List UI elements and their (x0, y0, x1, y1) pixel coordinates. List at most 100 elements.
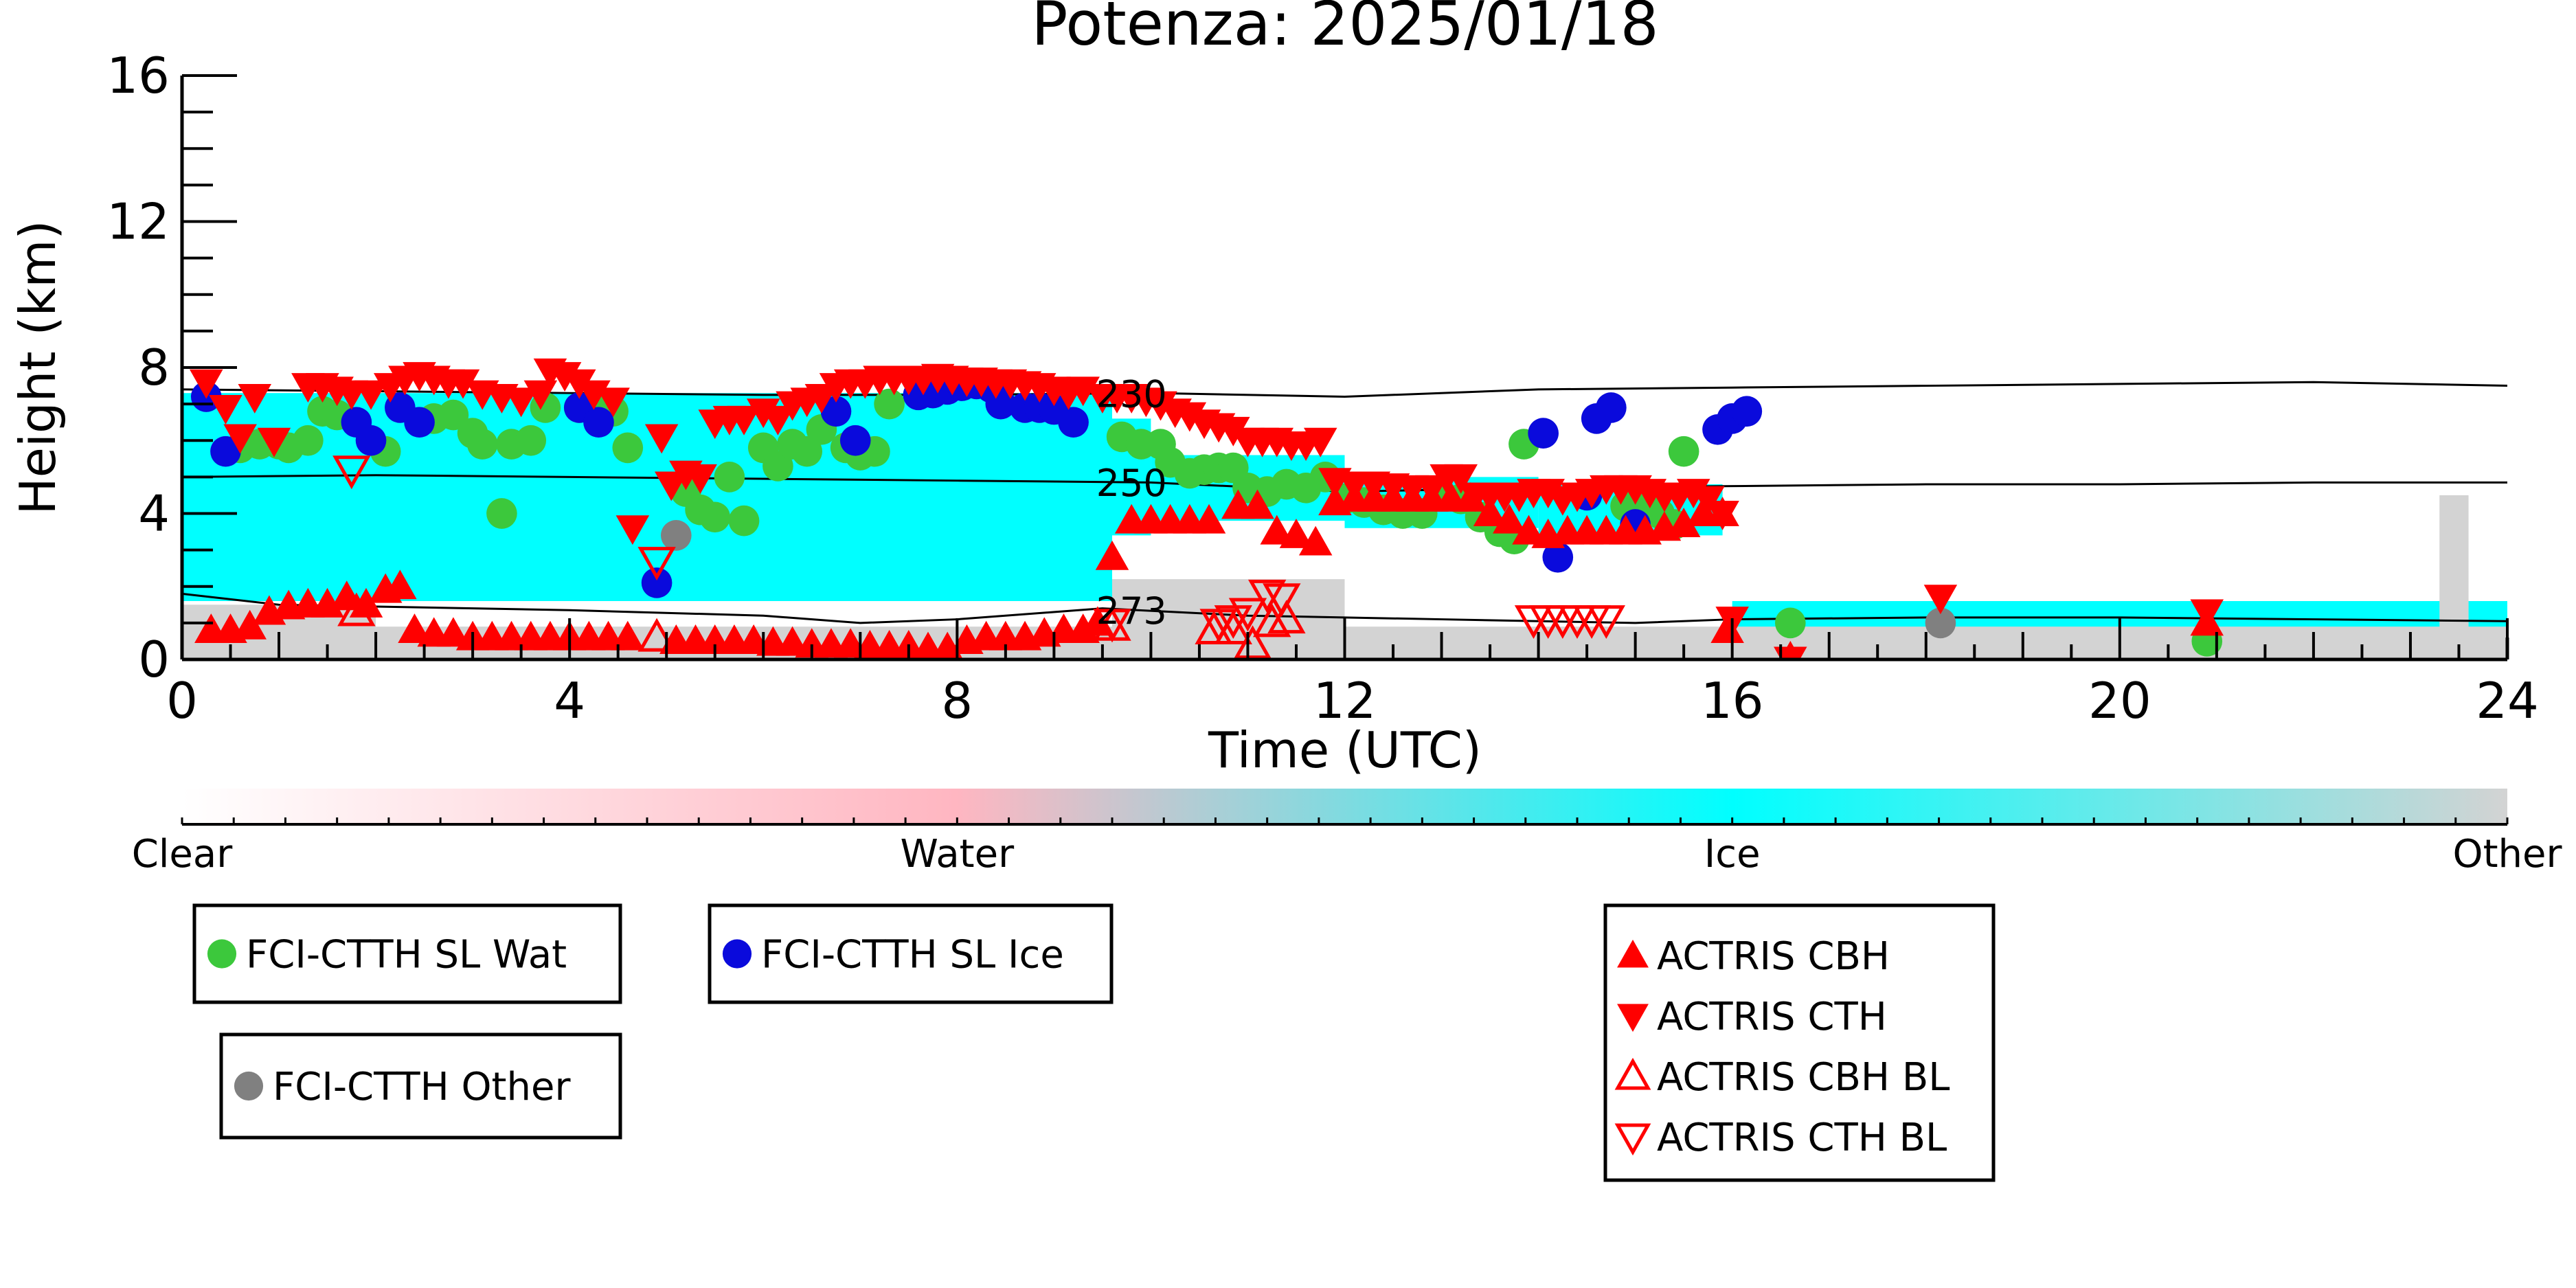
legends: FCI-CTTH SL Wat FCI-CTTH SL Ice FCI-CTTH O… (192, 903, 1996, 1182)
marker-actris-cbh (1298, 526, 1333, 556)
y-tick-label: 8 (138, 339, 170, 396)
y-axis-label: Height (km) (9, 221, 67, 515)
marker-fci-ctth-sl-wat (791, 436, 823, 467)
x-tick-label: 12 (1313, 672, 1377, 730)
marker-actris-cbh (611, 620, 645, 651)
marker-actris-cbh (1493, 504, 1526, 534)
marker-fci-ctth-sl-wat (612, 432, 644, 464)
marker-actris-cth (683, 464, 717, 494)
marker-actris-cbh-bl (1267, 600, 1306, 634)
legend-marker (1617, 1004, 1649, 1032)
marker-actris-cbh-bl (1253, 603, 1291, 637)
marker-actris-cth-bl (1263, 583, 1301, 618)
marker-actris-cth-bl (1093, 609, 1131, 643)
legend-box (192, 903, 622, 1004)
marker-fci-ctth-sl-wat (728, 505, 760, 536)
colorbar-gradient (182, 789, 2507, 824)
marker-actris-cth-bl (637, 547, 676, 581)
marker-fci-ctth-sl-ice (820, 396, 852, 427)
marker-actris-cbh (233, 609, 267, 640)
marker-actris-cth (1691, 486, 1725, 516)
marker-fci-ctth-sl-wat (515, 425, 547, 456)
legend-marker (234, 1071, 264, 1101)
marker-fci-ctth-sl-ice (985, 388, 1017, 420)
marker-fci-ctth-sl-ice (641, 567, 673, 598)
marker-fci-ctth-sl-wat (1668, 436, 1699, 467)
marker-actris-cth (1774, 646, 1807, 659)
marker-actris-cbh (1192, 504, 1226, 534)
colorbar-label: Clear (132, 832, 233, 877)
legend-box (708, 903, 1114, 1004)
x-tick-label: 16 (1701, 672, 1764, 730)
isotherm-label: 230 (1096, 372, 1167, 416)
y-tick-label: 0 (138, 631, 170, 688)
marker-actris-cbh-bl (1233, 625, 1272, 659)
marker-actris-cth (2190, 599, 2224, 629)
x-tick-label: 4 (554, 672, 585, 730)
marker-actris-cbh (436, 617, 471, 647)
marker-fci-ctth-sl-wat (762, 451, 793, 482)
legend-marker (207, 939, 237, 969)
marker-actris-cth (238, 384, 272, 414)
marker-actris-cth (596, 387, 630, 418)
marker-actris-cth-bl (332, 455, 371, 490)
marker-actris-cbh (1512, 515, 1546, 545)
legend-label: ACTRIS CTH BL (1657, 1116, 1947, 1160)
marker-fci-ctth-sl-ice (355, 425, 387, 456)
marker-actris-cth (1303, 427, 1337, 457)
marker-fci-ctth-sl-ice (839, 425, 871, 456)
marker-actris-cth (644, 424, 679, 454)
marker-actris-cbh (1260, 515, 1294, 545)
marker-fci-ctth-sl-ice (404, 407, 435, 438)
marker-actris-cth (209, 394, 242, 425)
marker-fci-ctth-sl-wat (699, 501, 731, 533)
marker-fci-ctth-sl-wat (486, 498, 517, 529)
marker-actris-cth (354, 380, 388, 410)
marker-actris-cth (504, 387, 538, 418)
axes: 230 250 273 0 4 8 12 16 0 4 8 12 16 20 24 (106, 47, 2538, 730)
marker-actris-cbh-bl (1195, 611, 1233, 644)
marker-fci-ctth-sl-wat (714, 462, 745, 493)
marker-fci-ctth-sl-ice (1528, 418, 1559, 449)
marker-actris-cth (615, 515, 650, 545)
marker-actris-cbh (383, 569, 417, 600)
data-markers (190, 358, 2224, 659)
x-tick-label: 24 (2476, 672, 2539, 730)
marker-fci-ctth-other (660, 520, 692, 551)
marker-fci-ctth-sl-ice (1596, 392, 1627, 423)
marker-actris-cth-bl (1587, 605, 1625, 640)
legend-box (219, 1032, 622, 1140)
isotherm-line (182, 381, 2507, 398)
marker-actris-cbh (398, 613, 431, 643)
marker-actris-cth (727, 405, 761, 436)
marker-actris-cth-bl (1214, 605, 1252, 640)
marker-actris-cbh (1279, 518, 1313, 548)
marker-actris-cth (523, 380, 558, 410)
marker-fci-ctth-sl-ice (583, 407, 614, 438)
marker-actris-cbh-bl (337, 592, 376, 626)
marker-actris-cth (1923, 585, 1958, 615)
marker-actris-cth (761, 405, 795, 436)
colorbar: Clear Water Ice Other (132, 789, 2562, 877)
marker-fci-ctth-sl-wat (1774, 607, 1806, 639)
marker-fci-ctth-sl-wat (874, 388, 905, 420)
marker-actris-cth (223, 424, 257, 454)
marker-fci-ctth-sl-ice (210, 436, 241, 467)
marker-actris-cth (655, 471, 688, 501)
x-tick-label: 0 (166, 672, 198, 730)
x-tick-label: 20 (2088, 672, 2151, 730)
marker-fci-ctth-sl-wat (293, 425, 324, 456)
x-tick-label: 8 (941, 672, 973, 730)
marker-actris-cth (257, 427, 291, 457)
legend-box (1603, 903, 1996, 1182)
marker-actris-cth-bl (1247, 579, 1287, 613)
marker-actris-cbh (1241, 489, 1274, 519)
isotherm-label: 273 (1096, 589, 1167, 633)
legend-marker (722, 939, 752, 969)
legend-label: ACTRIS CTH (1657, 995, 1887, 1039)
marker-actris-cbh-bl (637, 618, 676, 652)
colorbar-label: Ice (1704, 832, 1761, 877)
x-axis-label: Time (UTC) (1208, 721, 1482, 779)
legend-label: ACTRIS CBH BL (1657, 1055, 1950, 1100)
